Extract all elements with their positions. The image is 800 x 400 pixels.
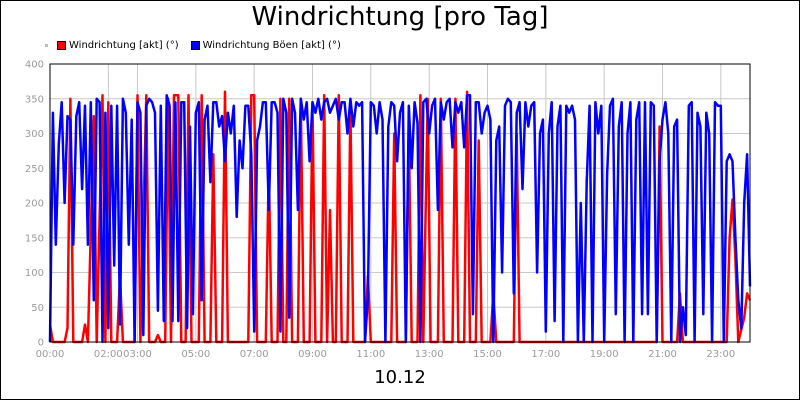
x-tick-label: 03:00	[123, 349, 152, 360]
y-tick-label: 0	[38, 338, 44, 349]
y-tick-label: 50	[31, 303, 44, 314]
x-tick-label: 13:00	[415, 349, 444, 360]
x-tick-label: 07:00	[240, 349, 269, 360]
plot-border	[49, 63, 751, 343]
x-tick-label: 15:00	[473, 349, 502, 360]
x-tick-label: 11:00	[356, 349, 385, 360]
y-tick-label: 300	[25, 129, 44, 140]
x-tick-label: 21:00	[648, 349, 677, 360]
x-tick-label: 17:00	[531, 349, 560, 360]
y-tick-label: 150	[25, 233, 44, 244]
chart-legend: Windrichtung [akt] (°) Windrichtung Böen…	[45, 38, 353, 52]
chart-title: Windrichtung [pro Tag]	[251, 2, 549, 32]
y-tick-label: 400	[25, 60, 44, 71]
y-tick-label: 250	[25, 164, 44, 175]
y-tick-label: 200	[25, 199, 44, 210]
legend-swatch-windrichtung-boeen	[190, 40, 200, 50]
x-tick-label: 05:00	[181, 349, 210, 360]
legend-label-windrichtung-boeen: Windrichtung Böen [akt] (°)	[202, 39, 341, 51]
x-axis-caption: 10.12	[374, 367, 426, 388]
x-tick-label: 00:00	[36, 349, 65, 360]
legend-swatch-windrichtung	[57, 40, 66, 50]
y-tick-label: 350	[25, 94, 44, 105]
legend-item-windrichtung-boeen: Windrichtung Böen [akt] (°)	[190, 39, 341, 51]
legend-item-windrichtung: Windrichtung [akt] (°)	[57, 40, 179, 51]
x-tick-label: 23:00	[706, 349, 735, 360]
y-tick-label: 100	[25, 268, 44, 279]
legend-marker-dot	[45, 43, 48, 47]
x-tick-label: 19:00	[590, 349, 619, 360]
legend-label-windrichtung: Windrichtung [akt] (°)	[69, 39, 179, 51]
x-tick-label: 02:00	[94, 349, 123, 360]
x-tick-label: 09:00	[298, 349, 327, 360]
